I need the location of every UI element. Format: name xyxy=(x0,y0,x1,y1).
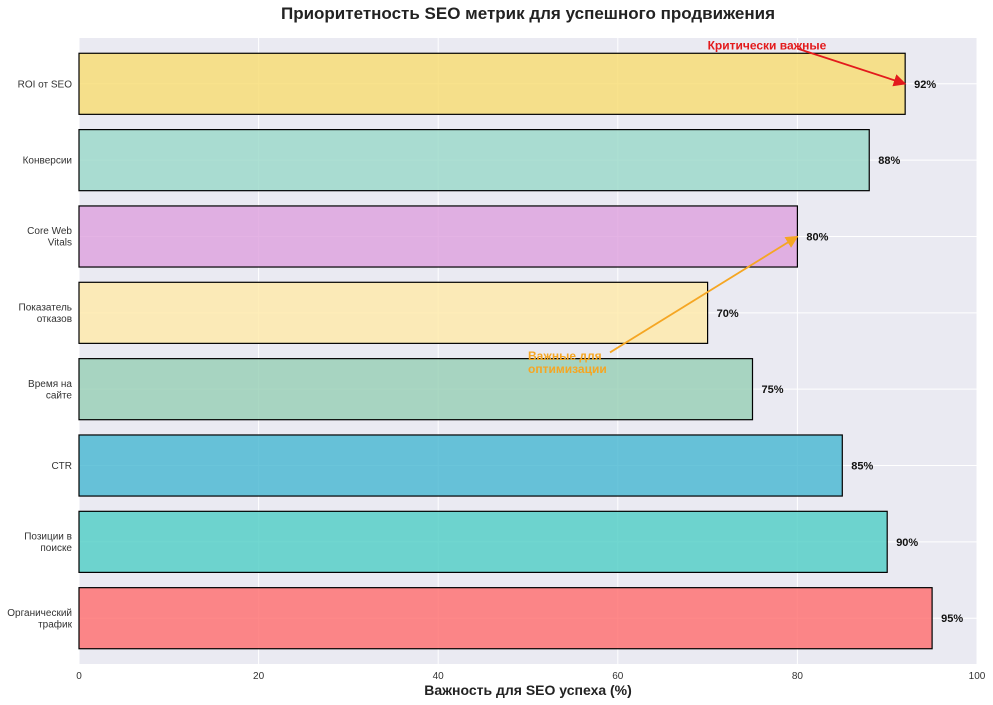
bar xyxy=(78,52,906,115)
value-labels-group: 95% 90% 85% 75% 70% 80% 88% 92% xyxy=(717,79,964,625)
bar xyxy=(78,281,709,344)
y-tick-label: Органический трафик xyxy=(7,608,72,631)
x-tick-label: 40 xyxy=(433,671,445,682)
value-label: 88% xyxy=(878,155,900,167)
y-tick-label: CTR xyxy=(51,461,72,472)
y-tick-label: Конверсии xyxy=(23,156,72,167)
value-label: 80% xyxy=(806,231,828,243)
bar xyxy=(78,358,754,421)
bar xyxy=(78,205,799,268)
value-label: 92% xyxy=(914,79,936,91)
x-tick-label: 60 xyxy=(612,671,624,682)
value-label: 75% xyxy=(762,384,784,396)
annotation-text: Важные для оптимизации xyxy=(528,349,607,376)
x-tick-label: 20 xyxy=(253,671,265,682)
value-label: 70% xyxy=(717,308,739,320)
y-axis-ticks: Органический трафик Позиции в поиске CTR Врем… xyxy=(7,79,72,630)
y-tick-label: Время на сайте xyxy=(28,379,72,402)
x-axis-ticks: 0 20 40 60 80 100 xyxy=(76,671,986,682)
x-tick-label: 100 xyxy=(969,671,986,682)
annotation-arrow xyxy=(609,235,799,354)
annotations-group: Критически важные Важные для оптимизации xyxy=(528,39,907,376)
annotation-arrow xyxy=(797,47,907,87)
y-tick-label: ROI от SEO xyxy=(18,79,73,90)
value-label: 85% xyxy=(851,461,873,473)
bar xyxy=(78,434,843,497)
bar xyxy=(78,129,870,192)
bars-group xyxy=(78,52,933,650)
annotation-text: Критически важные xyxy=(708,39,827,53)
x-tick-label: 80 xyxy=(792,671,804,682)
x-tick-label: 0 xyxy=(76,671,82,682)
x-axis-label: Важность для SEO успеха (%) xyxy=(424,682,632,698)
bar xyxy=(78,587,933,650)
chart-title: Приоритетность SEO метрик для успешного … xyxy=(281,4,775,23)
value-label: 95% xyxy=(941,613,963,625)
bar xyxy=(78,510,888,573)
y-tick-label: Показатель отказов xyxy=(19,303,72,326)
y-tick-label: Позиции в поиске xyxy=(24,532,72,555)
y-tick-label: Core Web Vitals xyxy=(27,226,72,249)
value-label: 90% xyxy=(896,537,918,549)
